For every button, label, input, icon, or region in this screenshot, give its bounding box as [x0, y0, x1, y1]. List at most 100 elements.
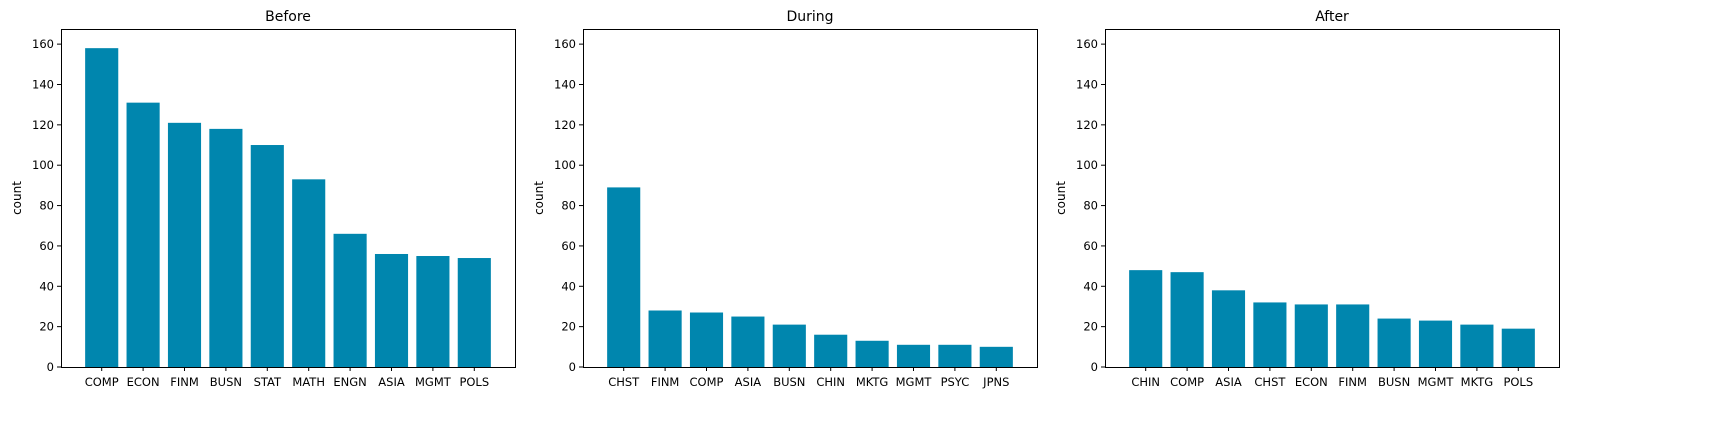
y-tick-label: 140	[32, 77, 54, 91]
bar-chin	[814, 334, 848, 367]
x-tick-label: ECON	[127, 375, 160, 389]
x-tick-label: COMP	[1170, 375, 1204, 389]
y-tick-label: 120	[1076, 118, 1098, 132]
y-tick-label: 80	[561, 199, 576, 213]
x-tick-label: ECON	[1295, 375, 1328, 389]
x-tick-label: FINM	[1338, 375, 1367, 389]
y-tick-label: 20	[39, 320, 54, 334]
y-tick-label: 40	[561, 279, 576, 293]
bar-chst	[607, 187, 641, 367]
x-tick-label: CHIN	[816, 375, 845, 389]
y-tick-label: 60	[39, 239, 54, 253]
x-axis: COMP ECON FINM BUSN STAT MATH ENGN ASIA MGMT POLS	[85, 367, 489, 389]
chart-during: During count 0 20 40 60 80 100 120 140 160 CHST F…	[532, 9, 1038, 389]
bar-chst	[1253, 302, 1287, 367]
x-tick-label: BUSN	[1378, 375, 1410, 389]
x-tick-label: POLS	[459, 375, 489, 389]
plot-frame	[583, 29, 1038, 368]
x-tick-label: FINM	[170, 375, 199, 389]
y-tick-label: 140	[554, 77, 576, 91]
bar-pols	[457, 258, 491, 367]
bar-pols	[1501, 328, 1535, 367]
y-tick-label: 120	[554, 118, 576, 132]
bar-busn	[772, 324, 806, 367]
bar-mgmt	[416, 256, 450, 367]
x-tick-label: ASIA	[378, 375, 405, 389]
plot-frame	[61, 29, 516, 368]
x-tick-label: MGMT	[1418, 375, 1455, 389]
bars	[1129, 270, 1535, 367]
bar-psyc	[938, 344, 972, 367]
chart-after: After count 0 20 40 60 80 100 120 140 160 CHIN CO…	[1054, 9, 1560, 389]
x-tick-label: CHST	[608, 375, 640, 389]
bar-asia	[731, 316, 765, 367]
x-tick-label: JPNS	[982, 375, 1009, 389]
y-tick-label: 0	[569, 360, 576, 374]
x-tick-label: MGMT	[896, 375, 933, 389]
y-tick-label: 100	[32, 158, 54, 172]
x-tick-label: MGMT	[415, 375, 452, 389]
bar-engn	[333, 233, 367, 367]
y-tick-label: 80	[39, 199, 54, 213]
y-tick-label: 0	[47, 360, 54, 374]
bar-comp	[1170, 272, 1204, 367]
x-tick-label: COMP	[690, 375, 724, 389]
bar-chin	[1129, 270, 1163, 367]
x-tick-label: MKTG	[856, 375, 889, 389]
bar-finm	[1336, 304, 1370, 367]
bar-mgmt	[896, 344, 931, 367]
x-tick-label: POLS	[1503, 375, 1533, 389]
y-tick-label: 160	[32, 37, 54, 51]
y-axis-label: count	[1054, 181, 1068, 215]
x-tick-label: FINM	[651, 375, 680, 389]
y-tick-label: 40	[39, 279, 54, 293]
x-tick-label: PSYC	[941, 375, 970, 389]
bars	[607, 187, 1013, 367]
x-tick-label: BUSN	[210, 375, 242, 389]
y-axis-label: count	[10, 181, 24, 215]
y-tick-label: 60	[1083, 239, 1098, 253]
y-tick-label: 160	[1076, 37, 1098, 51]
plot-frame	[1105, 29, 1560, 368]
chart-title: During	[786, 9, 833, 25]
bar-finm	[167, 122, 202, 367]
x-tick-label: MATH	[292, 375, 325, 389]
y-tick-label: 60	[561, 239, 576, 253]
y-tick-label: 0	[1091, 360, 1098, 374]
y-tick-label: 80	[1083, 199, 1098, 213]
y-tick-label: 20	[1083, 320, 1098, 334]
chart-title: Before	[265, 9, 311, 25]
chart-before: Before count 0 20 40 60 80 100 120 140 160 COMP E…	[10, 9, 516, 389]
bar-finm	[648, 310, 682, 367]
x-tick-label: ASIA	[735, 375, 762, 389]
x-tick-label: COMP	[85, 375, 119, 389]
x-tick-label: ENGN	[333, 375, 366, 389]
bar-mktg	[1460, 324, 1494, 367]
x-tick-label: CHST	[1254, 375, 1286, 389]
chart-title: After	[1315, 9, 1349, 25]
bar-asia	[1211, 290, 1246, 367]
bar-stat	[250, 145, 284, 367]
bar-comp	[689, 312, 724, 367]
y-axis: 0 20 40 60 80 100 120 140 160	[554, 37, 583, 374]
y-axis: 0 20 40 60 80 100 120 140 160	[1076, 37, 1105, 374]
bar-econ	[1294, 304, 1328, 367]
x-axis: CHIN COMP ASIA CHST ECON FINM BUSN MGMT MKTG POLS	[1131, 367, 1533, 389]
y-tick-label: 140	[1076, 77, 1098, 91]
x-axis: CHST FINM COMP ASIA BUSN CHIN MKTG MGMT PSYC JPNS	[608, 367, 1009, 389]
bar-mgmt	[1418, 320, 1453, 367]
bar-busn	[1377, 318, 1411, 367]
x-tick-label: ASIA	[1215, 375, 1242, 389]
bar-comp	[85, 48, 119, 367]
bar-econ	[126, 102, 160, 368]
bar-asia	[374, 253, 409, 367]
y-axis-label: count	[532, 181, 546, 215]
x-tick-label: MKTG	[1461, 375, 1494, 389]
y-tick-label: 20	[561, 320, 576, 334]
y-tick-label: 120	[32, 118, 54, 132]
y-tick-label: 100	[1076, 158, 1098, 172]
y-tick-label: 40	[1083, 279, 1098, 293]
x-tick-label: CHIN	[1131, 375, 1160, 389]
x-tick-label: BUSN	[773, 375, 805, 389]
